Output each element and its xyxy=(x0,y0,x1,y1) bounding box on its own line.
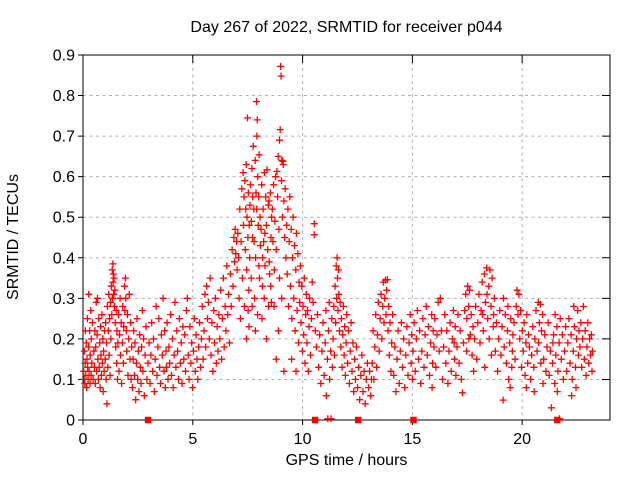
tick-marks xyxy=(78,54,610,425)
plot-border xyxy=(82,54,611,421)
y-tick-label: 0.6 xyxy=(53,169,75,186)
x-tick-label: 10 xyxy=(294,431,312,448)
x-tick-label: 5 xyxy=(188,431,197,448)
y-tick-label: 0.3 xyxy=(53,291,75,308)
x-axis-label: GPS time / hours xyxy=(285,452,408,469)
x-tick-label: 0 xyxy=(79,431,88,448)
x-tick-label: 20 xyxy=(513,431,531,448)
y-tick-label: 0.9 xyxy=(53,48,75,65)
y-tick-label: 0.8 xyxy=(53,88,75,105)
y-tick-label: 0.2 xyxy=(53,331,75,348)
y-tick-label: 0.1 xyxy=(53,372,75,389)
y-tick-label: 0.7 xyxy=(53,129,75,146)
y-tick-label: 0.5 xyxy=(53,210,75,227)
scatter-points xyxy=(80,62,596,423)
y-tick-label: 0 xyxy=(66,413,75,430)
x-tick-label: 15 xyxy=(403,431,421,448)
grid-lines xyxy=(83,55,610,420)
y-tick-label: 0.4 xyxy=(53,250,75,267)
chart-title: Day 267 of 2022, SRMTID for receiver p04… xyxy=(190,19,503,36)
